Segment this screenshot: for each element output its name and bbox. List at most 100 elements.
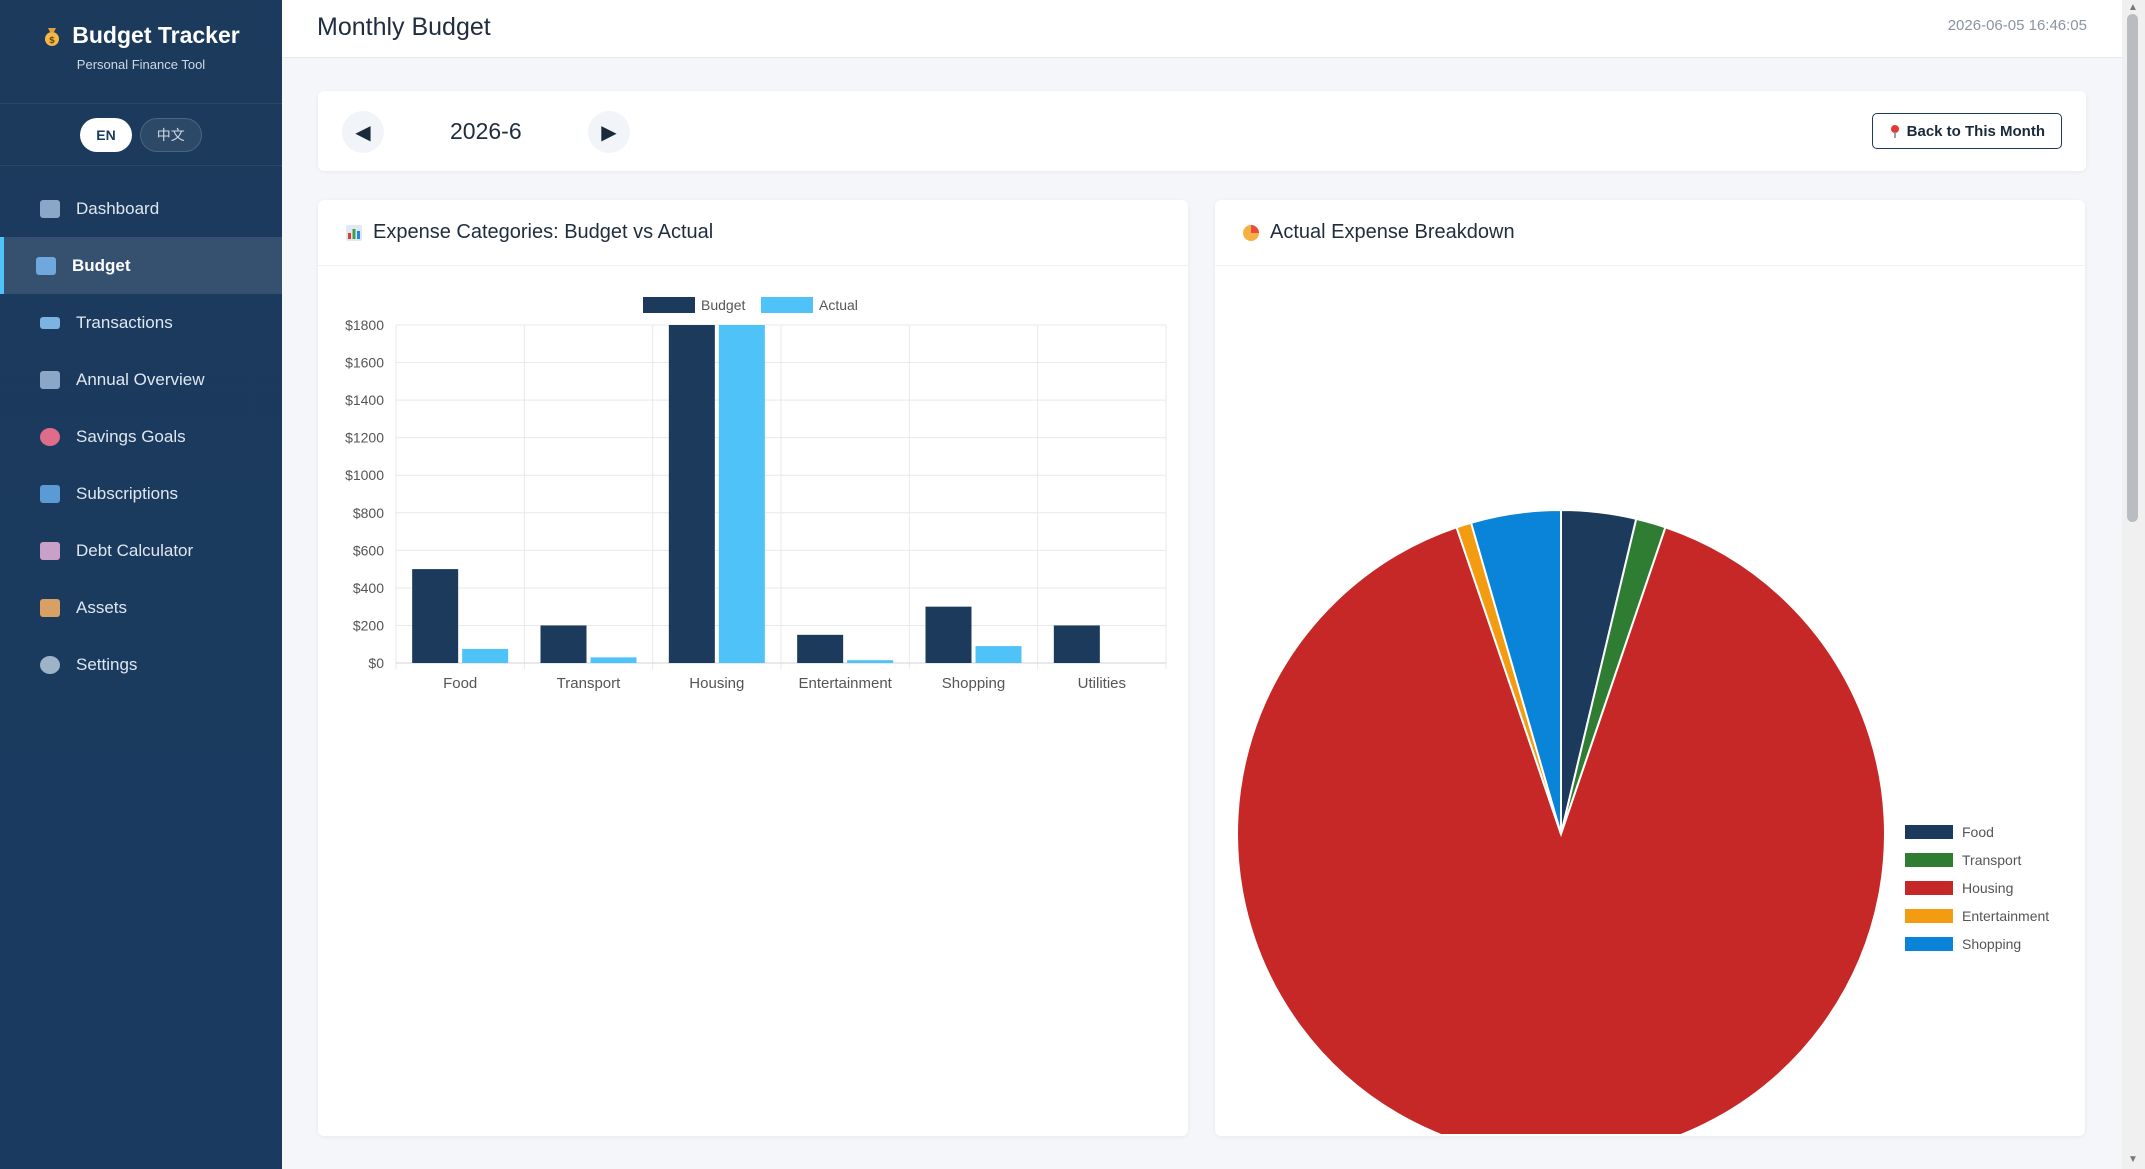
y-tick-label: $600 [353, 542, 384, 558]
chart-icon [40, 199, 60, 218]
legend-swatch [1905, 909, 1953, 923]
money-bag-icon: $ [45, 27, 60, 46]
lang-en-button[interactable]: EN [80, 117, 132, 152]
sidebar-item-label: Annual Overview [76, 369, 205, 389]
sidebar-item-label: Savings Goals [76, 426, 186, 446]
pie-slice-housing [1236, 526, 1886, 1134]
y-tick-label: $400 [353, 580, 384, 596]
current-month: 2026-6 [450, 118, 522, 144]
actual-bar [462, 648, 509, 663]
page-scrollbar[interactable]: ▲ ▼ [2122, 0, 2145, 1169]
bar-chart-icon [346, 224, 362, 241]
target-icon [40, 427, 60, 446]
legend-label: Budget [701, 297, 745, 313]
scroll-down-icon[interactable]: ▼ [2128, 1154, 2138, 1165]
y-tick-label: $1000 [345, 467, 384, 483]
sidebar-nav: Dashboard Budget Transactions Annual Ove… [0, 180, 282, 693]
x-tick-label: Housing [689, 675, 744, 692]
legend-label: Shopping [1962, 936, 2021, 952]
budget-bar [668, 325, 715, 663]
card-icon [40, 316, 60, 329]
legend-label: Entertainment [1962, 908, 2049, 924]
expense-breakdown-card: Actual Expense Breakdown Food Transport Ho… [1215, 200, 2085, 1136]
sidebar-item-transactions[interactable]: Transactions [0, 294, 282, 351]
trend-icon [40, 370, 60, 389]
gear-icon [40, 655, 60, 674]
brand-title: Budget Tracker [72, 22, 240, 48]
pie-icon [1243, 224, 1259, 241]
actual-bar [590, 657, 637, 663]
legend-swatch [1905, 853, 1953, 867]
scroll-thumb[interactable] [2127, 14, 2138, 522]
back-button-label: Back to This Month [1906, 122, 2045, 140]
budget-bar [412, 569, 459, 663]
sidebar-item-settings[interactable]: Settings [0, 636, 282, 693]
x-tick-label: Food [443, 675, 477, 692]
sidebar-item-assets[interactable]: Assets [0, 579, 282, 636]
house-icon [40, 598, 60, 617]
card-title: Actual Expense Breakdown [1270, 221, 1515, 243]
next-arrow-icon: ▶ [601, 121, 617, 144]
pie-slice-shopping [1469, 508, 1562, 835]
actual-bar [718, 325, 765, 663]
card-title: Expense Categories: Budget vs Actual [373, 221, 714, 243]
legend-swatch [761, 297, 813, 313]
sidebar-item-budget[interactable]: Budget [0, 237, 282, 294]
brand-title-row: $ Budget Tracker [0, 22, 282, 49]
timestamp: 2026-06-05 16:46:05 [1947, 17, 2087, 34]
legend-label: Transport [1962, 852, 2022, 868]
x-tick-label: Shopping [942, 675, 1005, 692]
actual-bar [975, 646, 1022, 663]
sidebar-item-debt-calculator[interactable]: Debt Calculator [0, 522, 282, 579]
y-tick-label: $1600 [345, 355, 384, 371]
refresh-icon [40, 484, 60, 503]
brand-subtitle: Personal Finance Tool [76, 57, 206, 72]
legend-label: Food [1962, 824, 1994, 840]
pie-chart: Food Transport Housing Entertainment Shoppin… [1236, 508, 2049, 1134]
sidebar-item-label: Settings [76, 654, 138, 674]
scroll-up-icon[interactable]: ▲ [2128, 2, 2138, 13]
sidebar-item-dashboard[interactable]: Dashboard [0, 180, 282, 237]
sidebar-item-label: Assets [76, 597, 128, 617]
legend-swatch [1905, 825, 1953, 839]
sidebar-item-label: Transactions [76, 312, 173, 332]
bar-chart: $0 $200 $400 $600 $800 $1000 $1200 $1400 $1600 $1… [345, 297, 1167, 692]
sidebar-item-label: Debt Calculator [76, 540, 194, 560]
budget-bar [540, 625, 587, 663]
sidebar-item-annual-overview[interactable]: Annual Overview [0, 351, 282, 408]
legend-swatch [1905, 881, 1953, 895]
next-month-button[interactable]: ▶ [588, 111, 630, 153]
sidebar-item-label: Dashboard [76, 198, 160, 218]
card-header: Actual Expense Breakdown [1215, 200, 2085, 266]
prev-month-button[interactable]: ◀ [342, 111, 384, 153]
y-tick-label: $1400 [345, 392, 384, 408]
legend-label: Actual [819, 297, 858, 313]
budget-bar [925, 606, 972, 663]
legend-swatch [1905, 937, 1953, 951]
card-header: Expense Categories: Budget vs Actual [318, 200, 1188, 266]
y-tick-label: $0 [368, 655, 384, 671]
pin-icon [1890, 125, 1899, 138]
month-navigation: ◀ 2026-6 ▶ Back to This Month [318, 91, 2086, 171]
sidebar-item-savings-goals[interactable]: Savings Goals [0, 408, 282, 465]
y-tick-label: $200 [353, 617, 384, 633]
lang-zh-button[interactable]: 中文 [139, 117, 202, 152]
top-header: Monthly Budget 2026-06-05 16:46:05 [282, 0, 2122, 58]
x-tick-label: Transport [557, 675, 621, 692]
calendar-icon [36, 256, 56, 275]
actual-bar [847, 660, 894, 663]
prev-arrow-icon: ◀ [355, 121, 371, 144]
y-tick-label: $800 [353, 505, 384, 521]
y-tick-label: $1200 [345, 430, 384, 446]
sidebar-item-label: Budget [72, 255, 131, 275]
budget-bar [797, 634, 844, 663]
language-switcher: EN 中文 [0, 104, 282, 166]
budget-bar [1053, 625, 1100, 663]
y-tick-label: $1800 [345, 317, 384, 333]
sidebar-item-subscriptions[interactable]: Subscriptions [0, 465, 282, 522]
page-title: Monthly Budget [317, 13, 491, 41]
x-tick-label: Utilities [1078, 675, 1126, 692]
back-to-this-month-button[interactable]: Back to This Month [1871, 113, 2062, 149]
brand: $ Budget Tracker Personal Finance Tool [0, 0, 282, 104]
svg-text:$: $ [49, 36, 55, 46]
